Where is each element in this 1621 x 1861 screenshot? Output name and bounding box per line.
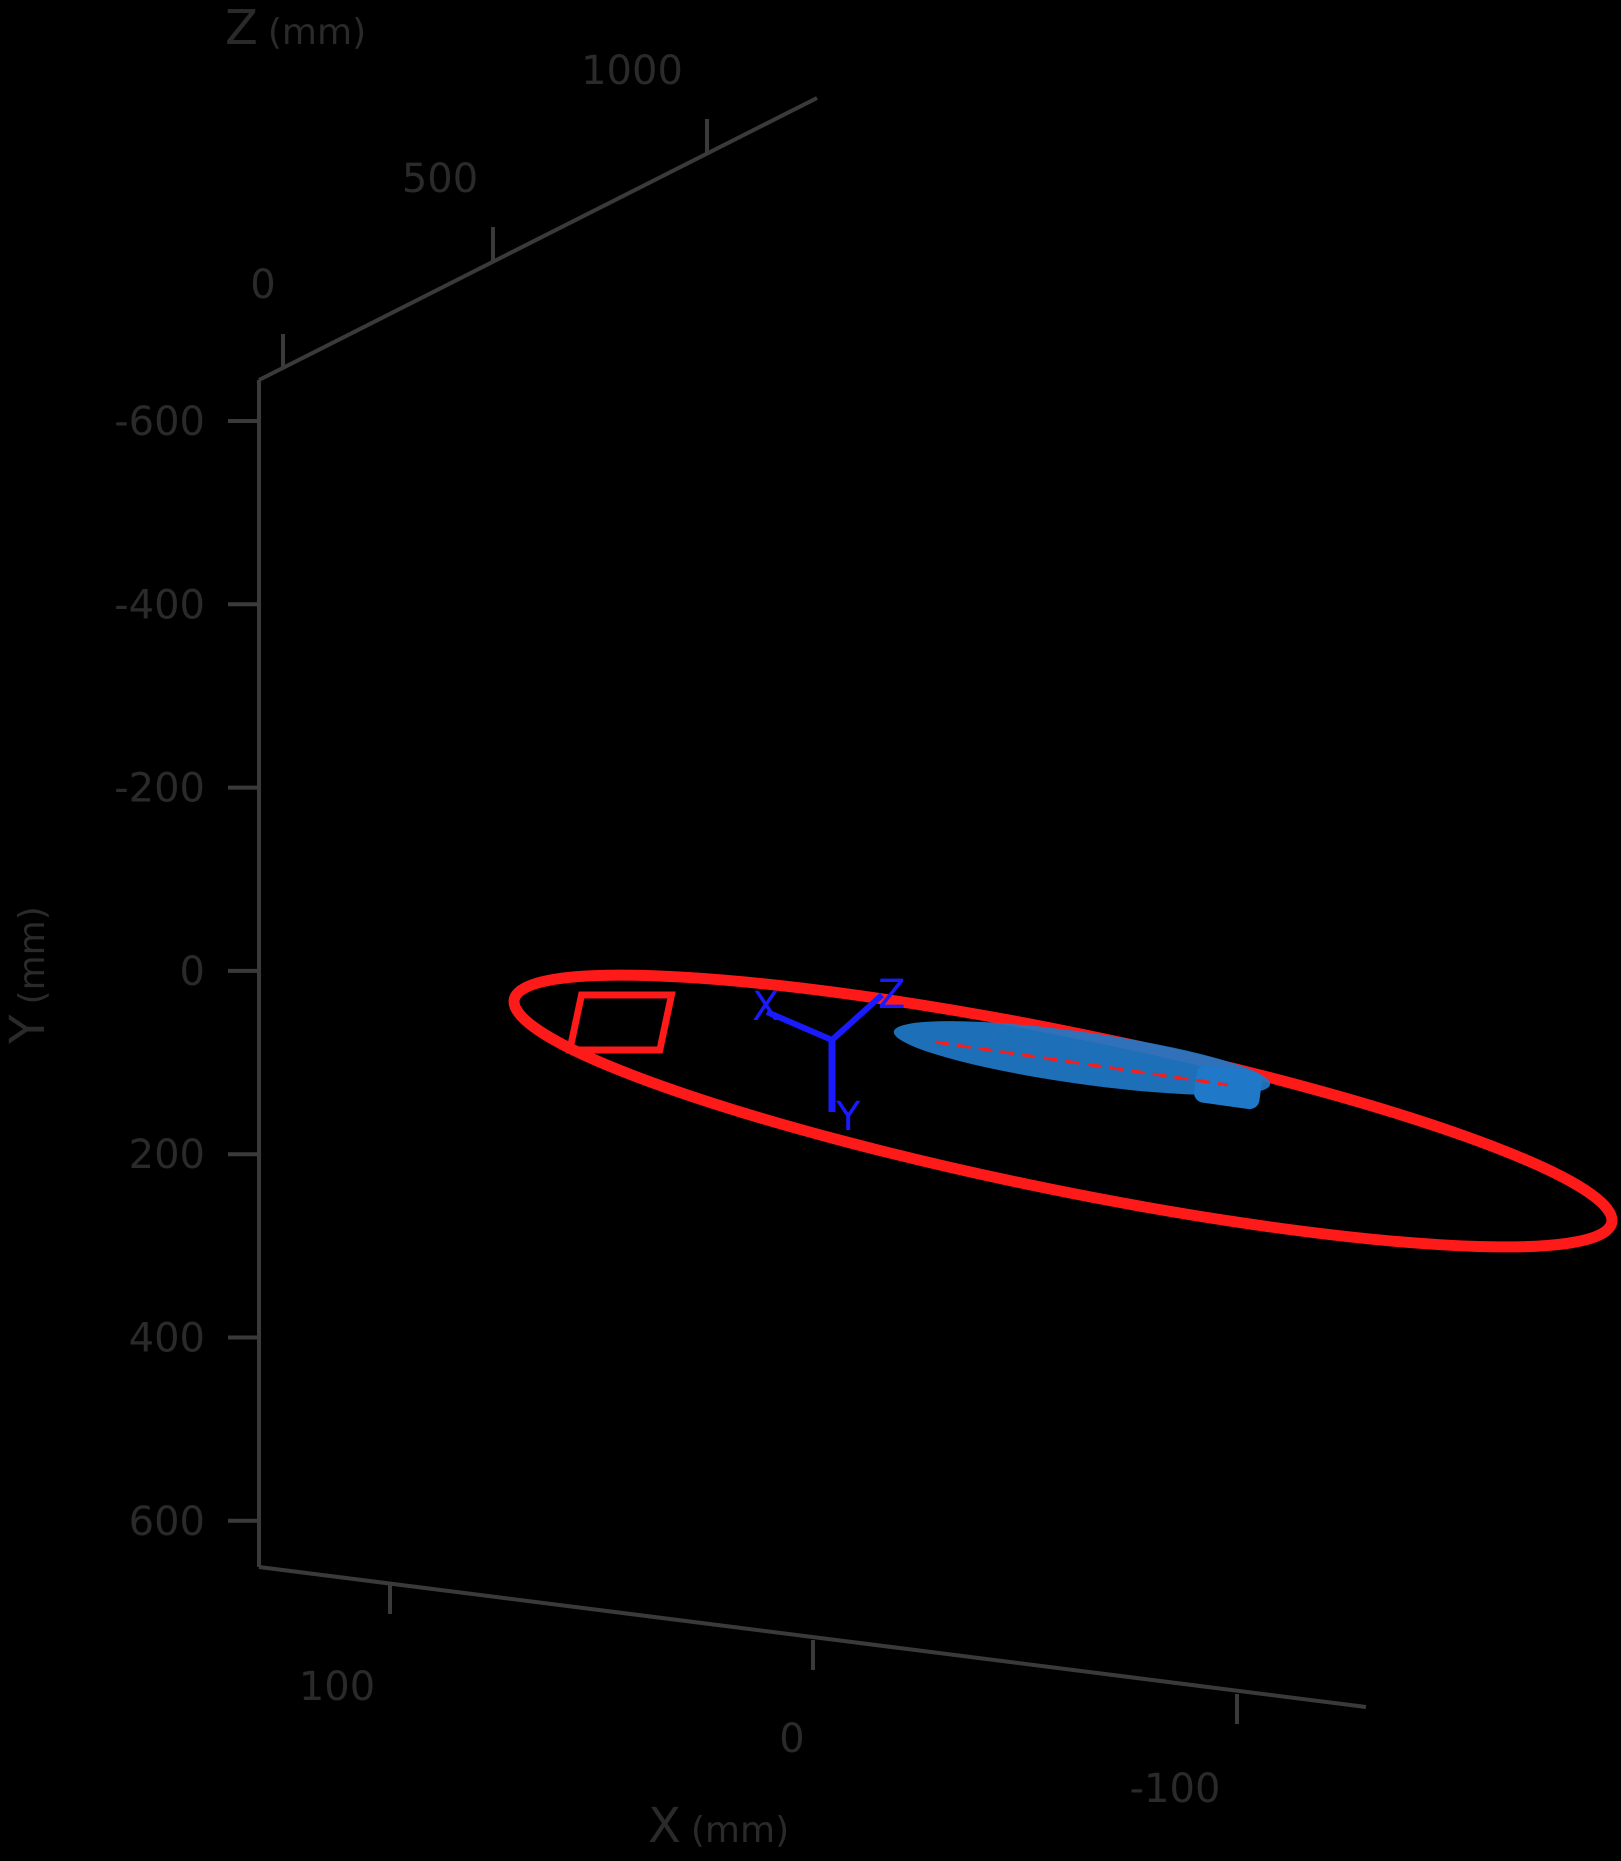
y-axis-title-letter: Y — [0, 1014, 56, 1045]
z-tick-label: 0 — [250, 262, 275, 308]
series-ring-trajectory — [508, 969, 1618, 1253]
frame-label-z: Z — [878, 972, 905, 1018]
z-axis-title: Z (mm) — [225, 0, 366, 56]
x-axis-title: X (mm) — [648, 1798, 789, 1854]
axis-labels-group: -600-400-2000200400600050010001000-100Z(… — [0, 0, 1220, 1854]
point-cloud-end — [1193, 1064, 1263, 1110]
x-axis-title-letter: X — [648, 1798, 681, 1854]
sensor-box — [565, 991, 676, 1054]
y-axis-title-unit: (mm) — [12, 906, 53, 1004]
trajectory-center-line — [934, 1040, 1229, 1087]
y-tick-label: -200 — [114, 766, 205, 812]
y-axis-title: Y (mm) — [0, 906, 56, 1045]
ring-trajectory-path — [508, 969, 1618, 1253]
x-tick-label: 0 — [779, 1716, 804, 1762]
frame-axis-z — [829, 992, 885, 1043]
y-axis-title-text: Y (mm) — [0, 906, 56, 1045]
z-axis-title-letter: Z — [225, 0, 258, 56]
y-tick-label: -600 — [114, 399, 205, 445]
y-tick-label: 200 — [129, 1132, 205, 1178]
frame-axis-x — [765, 1009, 834, 1043]
frame-label-y: Y — [835, 1094, 861, 1140]
x-axis-title-unit: (mm) — [691, 1810, 789, 1851]
y-tick-label: 400 — [129, 1316, 205, 1362]
y-tick-label: 0 — [180, 949, 205, 995]
y-tick-label: 600 — [129, 1499, 205, 1545]
frame-label-x: X — [752, 984, 779, 1030]
x-tick-label: -100 — [1130, 1766, 1221, 1812]
y-tick-label: -400 — [114, 582, 205, 628]
series-point-cloud — [893, 1021, 1271, 1110]
x-axis-line — [258, 1565, 1367, 1709]
z-axis-line — [258, 96, 818, 382]
z-tick-label: 1000 — [581, 48, 683, 94]
z-axis-title-unit: (mm) — [268, 12, 366, 53]
x-tick-label: 100 — [299, 1664, 375, 1710]
axes-group — [228, 96, 1367, 1724]
z-tick-label: 500 — [402, 156, 478, 202]
coordinate-frame-glyph: X Y Z — [565, 972, 905, 1140]
